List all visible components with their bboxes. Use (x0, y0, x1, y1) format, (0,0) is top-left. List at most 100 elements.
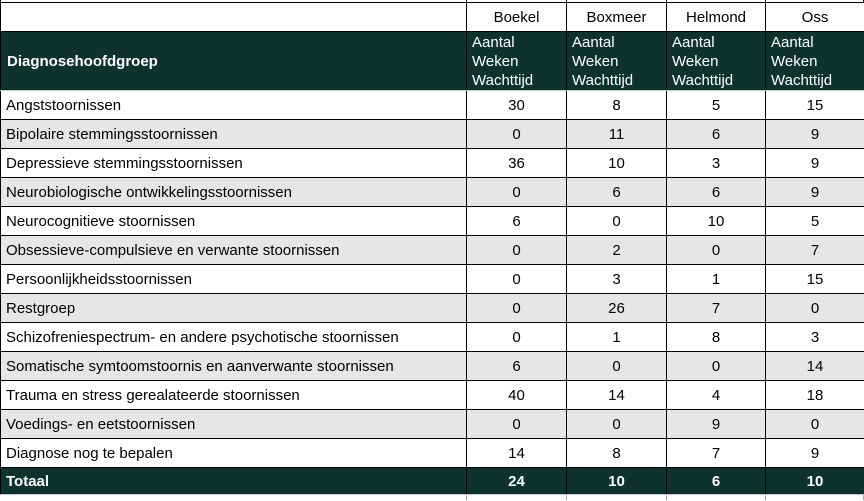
diagnosis-label-cell: Somatische symtoomstoornis en aanverwant… (0, 351, 467, 381)
total-value-cell: 6 (666, 467, 766, 495)
value-cell: 8 (566, 90, 667, 120)
value-cell: 15 (765, 90, 864, 120)
value-cell: 8 (566, 438, 667, 468)
value-cell: 0 (666, 235, 766, 265)
value-cell: 2 (566, 235, 667, 265)
value-cell: 14 (566, 380, 667, 410)
value-cell: 6 (466, 351, 567, 381)
diagnosis-label-cell: Depressieve stemmingsstoornissen (0, 148, 467, 178)
measure-header: Aantal Weken Wachttijd (466, 31, 567, 91)
value-cell: 10 (566, 148, 667, 178)
diagnosis-label-cell: Bipolaire stemmingsstoornissen (0, 119, 467, 149)
value-cell: 0 (466, 322, 567, 352)
value-cell: 7 (666, 293, 766, 323)
table-row: Bipolaire stemmingsstoornissen 0 11 6 9 (0, 119, 864, 149)
value-cell: 0 (765, 409, 864, 439)
value-cell: 0 (466, 264, 567, 294)
value-cell: 1 (566, 322, 667, 352)
value-cell: 6 (566, 177, 667, 207)
value-cell: 15 (765, 264, 864, 294)
value-cell: 3 (765, 322, 864, 352)
grid-stub (765, 0, 766, 2)
diagnosis-label-cell: Angststoornissen (0, 90, 467, 120)
measure-header: Aantal Weken Wachttijd (666, 31, 766, 91)
table-row: Obsessieve-compulsieve en verwante stoor… (0, 235, 864, 265)
measure-header: Aantal Weken Wachttijd (765, 31, 864, 91)
total-label-cell: Totaal (0, 467, 467, 495)
table-row: Neurobiologische ontwikkelingsstoornisse… (0, 177, 864, 207)
value-cell: 8 (666, 322, 766, 352)
city-header-boekel: Boekel (466, 2, 567, 32)
grid-stub (666, 495, 667, 500)
diagnosis-label-cell: Trauma en stress gerealateerde stoorniss… (0, 380, 467, 410)
value-cell: 40 (466, 380, 567, 410)
value-cell: 0 (466, 119, 567, 149)
value-cell: 0 (566, 351, 667, 381)
value-cell: 7 (765, 235, 864, 265)
value-cell: 3 (666, 148, 766, 178)
diagnosis-label-cell: Obsessieve-compulsieve en verwante stoor… (0, 235, 467, 265)
value-cell: 0 (466, 293, 567, 323)
value-cell: 18 (765, 380, 864, 410)
value-cell: 0 (466, 235, 567, 265)
value-cell: 6 (666, 177, 766, 207)
table-row: Somatische symtoomstoornis en aanverwant… (0, 351, 864, 381)
diagnosis-label-cell: Persoonlijkheidsstoornissen (0, 264, 467, 294)
diagnosis-label-cell: Diagnose nog te bepalen (0, 438, 467, 468)
grid-stub (466, 495, 467, 500)
value-cell: 0 (466, 409, 567, 439)
city-header-helmond: Helmond (666, 2, 766, 32)
diagnosis-label-cell: Neurobiologische ontwikkelingsstoornisse… (0, 177, 467, 207)
value-cell: 1 (666, 264, 766, 294)
total-value-cell: 10 (566, 467, 667, 495)
table-row: Depressieve stemmingsstoornissen 36 10 3 9 (0, 148, 864, 178)
clipped-row-below (0, 495, 864, 501)
table-body: Angststoornissen 30 8 5 15 Bipolaire stemming… (0, 90, 864, 468)
total-value-cell: 10 (765, 467, 864, 495)
grid-stub (566, 495, 567, 500)
table-row: Neurocognitieve stoornissen 6 0 10 5 (0, 206, 864, 236)
value-cell: 5 (666, 90, 766, 120)
value-cell: 9 (765, 119, 864, 149)
value-cell: 0 (466, 177, 567, 207)
value-cell: 36 (466, 148, 567, 178)
table-row: Angststoornissen 30 8 5 15 (0, 90, 864, 120)
value-cell: 0 (666, 351, 766, 381)
value-cell: 6 (466, 206, 567, 236)
subheader-row: Diagnosehoofdgroep Aantal Weken Wachttij… (0, 31, 864, 91)
value-cell: 0 (566, 409, 667, 439)
corner-cell (0, 2, 467, 32)
city-header-boxmeer: Boxmeer (566, 2, 667, 32)
grid-stub (765, 495, 766, 500)
value-cell: 9 (765, 148, 864, 178)
diagnosis-label-cell: Neurocognitieve stoornissen (0, 206, 467, 236)
value-cell: 26 (566, 293, 667, 323)
value-cell: 9 (666, 409, 766, 439)
value-cell: 30 (466, 90, 567, 120)
value-cell: 9 (765, 177, 864, 207)
value-cell: 5 (765, 206, 864, 236)
table-row: Diagnose nog te bepalen 14 8 7 9 (0, 438, 864, 468)
grid-stub (466, 0, 467, 2)
table-row: Voedings- en eetstoornissen 0 0 9 0 (0, 409, 864, 439)
table-row: Schizofreniespectrum- en andere psychoti… (0, 322, 864, 352)
value-cell: 14 (765, 351, 864, 381)
grid-stub (566, 0, 567, 2)
grid-stub (0, 0, 1, 2)
value-cell: 0 (765, 293, 864, 323)
city-header-oss: Oss (765, 2, 864, 32)
diagnosis-group-header: Diagnosehoofdgroep (0, 31, 467, 91)
diagnosis-label-cell: Voedings- en eetstoornissen (0, 409, 467, 439)
table-row: Persoonlijkheidsstoornissen 0 3 1 15 (0, 264, 864, 294)
value-cell: 4 (666, 380, 766, 410)
measure-header: Aantal Weken Wachttijd (566, 31, 667, 91)
value-cell: 10 (666, 206, 766, 236)
value-cell: 6 (666, 119, 766, 149)
value-cell: 7 (666, 438, 766, 468)
diagnosis-label-cell: Restgroep (0, 293, 467, 323)
value-cell: 3 (566, 264, 667, 294)
table-row: Trauma en stress gerealateerde stoorniss… (0, 380, 864, 410)
total-row: Totaal 24 10 6 10 (0, 467, 864, 495)
